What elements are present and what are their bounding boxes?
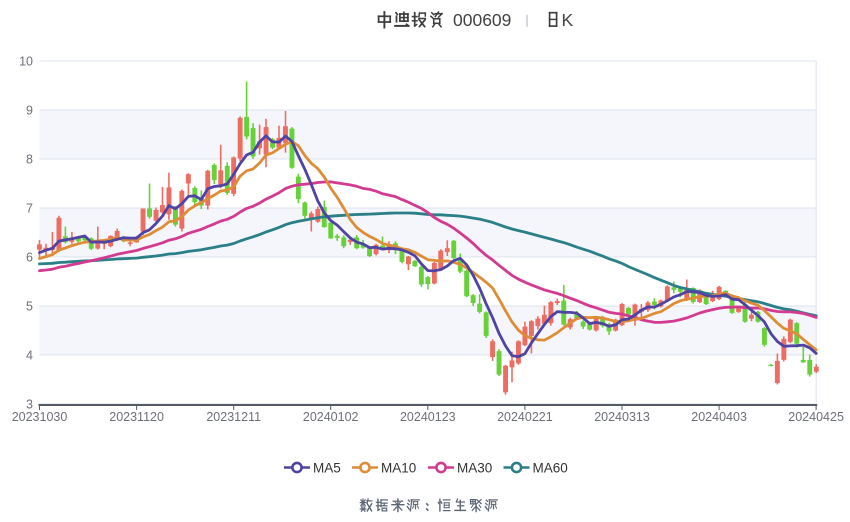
svg-text:MA30: MA30: [457, 460, 492, 475]
svg-text:10: 10: [19, 54, 33, 68]
svg-text:6: 6: [26, 250, 33, 264]
svg-text:20231030: 20231030: [12, 410, 68, 424]
svg-text:9: 9: [26, 103, 33, 117]
svg-text:20240425: 20240425: [788, 410, 844, 424]
svg-text:20240403: 20240403: [691, 410, 747, 424]
svg-text:MA60: MA60: [533, 460, 568, 475]
svg-text:7: 7: [26, 201, 33, 215]
svg-text:4: 4: [26, 348, 33, 362]
svg-text:20240313: 20240313: [594, 410, 650, 424]
svg-text:MA10: MA10: [381, 460, 416, 475]
svg-text:20240102: 20240102: [303, 410, 359, 424]
svg-text:20231211: 20231211: [206, 410, 261, 424]
svg-text:20231120: 20231120: [109, 410, 164, 424]
svg-text:20240123: 20240123: [400, 410, 456, 424]
svg-text:5: 5: [26, 299, 33, 313]
svg-text:000609: 000609: [453, 10, 511, 30]
svg-text:20240221: 20240221: [497, 410, 553, 424]
svg-text:3: 3: [26, 397, 33, 411]
svg-text:MA5: MA5: [313, 460, 341, 475]
svg-text:K: K: [562, 10, 574, 30]
svg-text:8: 8: [26, 152, 33, 166]
